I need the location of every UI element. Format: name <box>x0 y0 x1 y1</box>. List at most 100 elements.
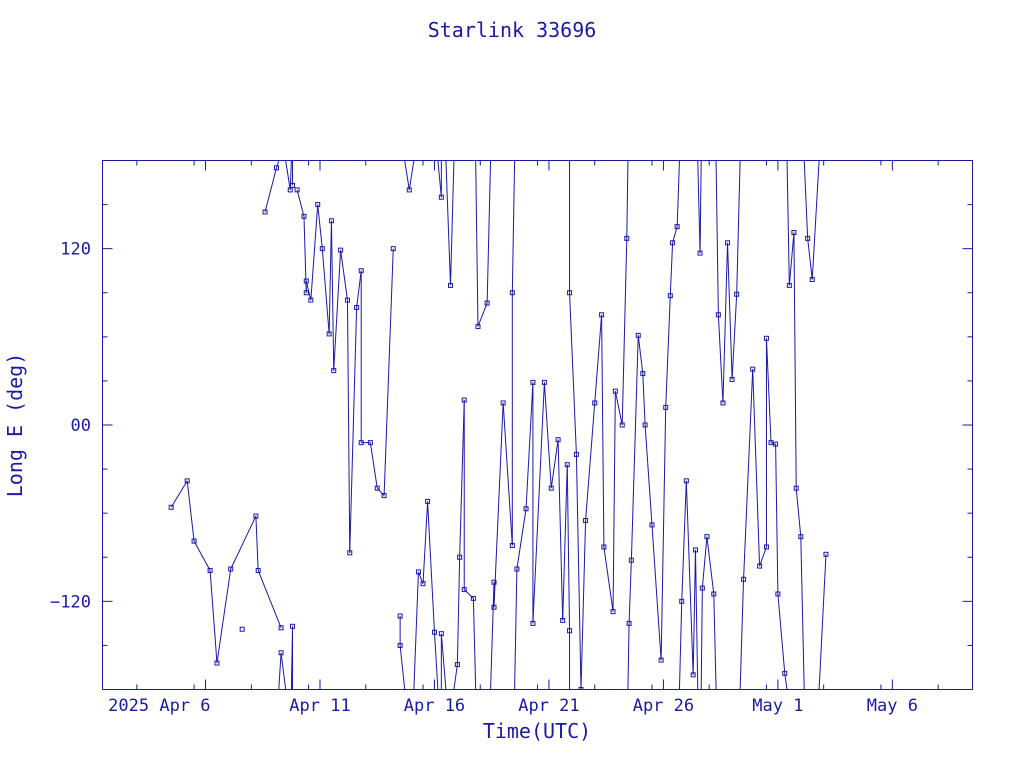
series-line <box>278 652 282 690</box>
series-line <box>731 294 738 380</box>
data-point <box>773 441 779 447</box>
data-point <box>610 609 616 615</box>
data-point <box>500 400 506 406</box>
series-line <box>472 598 477 690</box>
data-point <box>278 625 284 631</box>
series-line <box>784 673 788 690</box>
series-line <box>685 480 694 675</box>
series-line <box>566 464 571 631</box>
series-line <box>811 160 820 280</box>
series-line <box>543 382 552 489</box>
data-point <box>667 293 673 299</box>
data-point <box>290 623 296 629</box>
series-line <box>440 633 447 690</box>
x-axis: 2025 Apr 6 Apr 11 Apr 16 Apr 21 Apr 26 May 1 M… <box>108 160 939 716</box>
data-point <box>344 297 350 303</box>
series-line <box>697 160 701 254</box>
series-line <box>340 250 348 301</box>
data-point <box>191 538 197 544</box>
data-point <box>642 422 648 428</box>
data-point <box>690 672 696 678</box>
x-axis-label: Time(UTC) <box>483 719 591 743</box>
series-line <box>486 160 492 304</box>
series-line <box>170 480 188 508</box>
data-point <box>491 604 497 610</box>
series-line <box>681 480 687 602</box>
series-line <box>642 373 646 426</box>
series-line <box>404 160 410 190</box>
data-point <box>374 485 380 491</box>
y-tick-label: −120 <box>50 592 91 612</box>
data-point <box>704 534 710 540</box>
data-point <box>367 440 373 446</box>
series-line <box>209 570 218 664</box>
series-line <box>715 160 719 315</box>
series-line <box>433 632 439 690</box>
series-line <box>701 536 708 589</box>
data-point <box>599 312 605 318</box>
series-line <box>743 369 754 580</box>
series-line <box>477 302 488 327</box>
x-tick-label: Apr 11 <box>289 696 350 716</box>
data-point <box>640 371 646 377</box>
data-point <box>626 620 632 626</box>
data-point <box>461 587 467 593</box>
data-point <box>301 213 307 219</box>
x-tick-label: May 1 <box>752 696 803 716</box>
data-point <box>303 278 309 284</box>
data-point <box>720 400 726 406</box>
data-point <box>715 312 721 318</box>
series-line <box>376 487 385 496</box>
series-line <box>678 601 683 690</box>
series-line <box>788 232 795 286</box>
series-line <box>795 488 802 537</box>
series-line <box>310 204 319 301</box>
series-line <box>699 160 702 254</box>
series-line <box>621 238 628 426</box>
series-line <box>321 248 330 334</box>
data-point <box>461 397 467 403</box>
data-point <box>239 626 245 632</box>
series-line <box>627 623 630 690</box>
data-point <box>326 331 332 337</box>
series-line <box>317 204 323 249</box>
x-tick-label: May 6 <box>867 696 918 716</box>
x-tick-label: Apr 16 <box>404 696 465 716</box>
series-line <box>475 160 479 327</box>
data-point <box>315 202 321 208</box>
series-line <box>612 391 616 612</box>
series-line <box>456 557 461 665</box>
series-line <box>383 248 394 496</box>
series-line <box>775 444 779 594</box>
x-tick-label: Apr 21 <box>518 696 579 716</box>
series-line <box>186 480 195 542</box>
series-line <box>280 652 287 690</box>
data-point <box>347 550 353 556</box>
series-line <box>722 242 729 403</box>
series-line <box>285 160 291 190</box>
data-point <box>509 290 515 296</box>
data-point <box>438 194 444 200</box>
data-point <box>763 335 769 341</box>
series-line <box>532 382 545 624</box>
data-point <box>592 400 598 406</box>
data-point <box>679 598 685 604</box>
data-point <box>358 268 364 274</box>
data-point <box>823 551 829 557</box>
series-line <box>276 160 280 168</box>
series-line <box>550 439 559 489</box>
data-point <box>438 631 444 637</box>
data-point <box>415 569 421 575</box>
series-line <box>525 382 534 509</box>
chart-title: Starlink 33696 <box>428 18 597 42</box>
data-point <box>308 297 314 303</box>
data-point <box>786 282 792 288</box>
x-tick-label: Apr 26 <box>633 696 694 716</box>
series-line <box>346 300 351 553</box>
data-point <box>619 422 625 428</box>
data-point <box>397 642 403 648</box>
data-point <box>358 440 364 446</box>
data-point <box>420 581 426 587</box>
series-line <box>807 238 813 280</box>
